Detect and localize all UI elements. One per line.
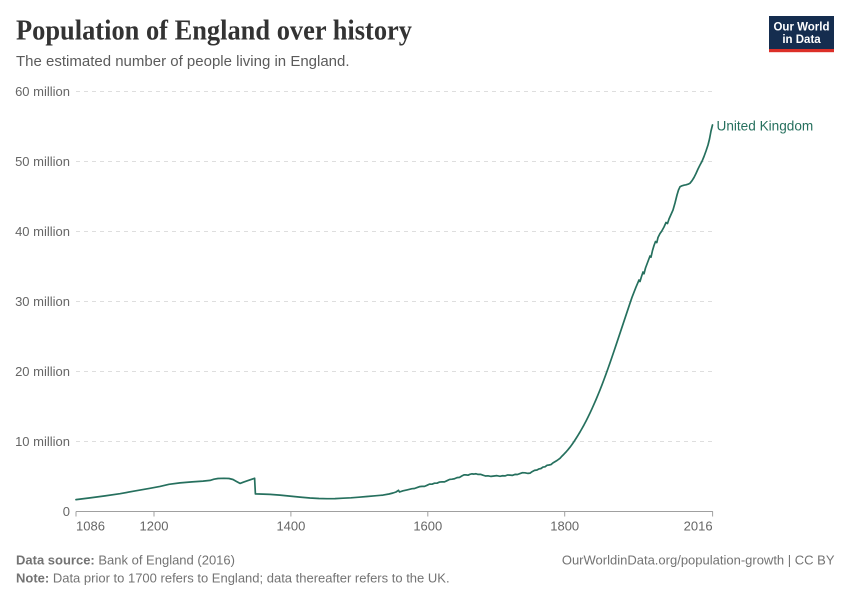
svg-text:20 million: 20 million: [15, 364, 70, 379]
svg-text:in Data: in Data: [782, 34, 821, 46]
svg-text:0: 0: [63, 504, 70, 519]
svg-text:1400: 1400: [276, 519, 305, 534]
svg-text:Our World: Our World: [773, 22, 829, 34]
svg-text:1800: 1800: [550, 519, 579, 534]
svg-text:30 million: 30 million: [15, 294, 70, 309]
svg-text:40 million: 40 million: [15, 224, 70, 239]
svg-text:OurWorldinData.org/population-: OurWorldinData.org/population-growth | C…: [562, 553, 835, 568]
svg-text:60 million: 60 million: [15, 84, 70, 99]
svg-text:1600: 1600: [413, 519, 442, 534]
svg-text:United Kingdom: United Kingdom: [717, 118, 814, 133]
svg-text:10 million: 10 million: [15, 434, 70, 449]
svg-text:The estimated number of people: The estimated number of people living in…: [16, 53, 350, 70]
svg-text:50 million: 50 million: [15, 154, 70, 169]
svg-text:1086: 1086: [76, 519, 105, 534]
svg-text:Note: Data prior to 1700 refer: Note: Data prior to 1700 refers to Engla…: [16, 571, 450, 586]
svg-text:Data source: Bank of England (: Data source: Bank of England (2016): [16, 553, 235, 568]
svg-text:Population of England over his: Population of England over history: [16, 16, 412, 47]
svg-text:2016: 2016: [684, 519, 713, 534]
svg-text:1200: 1200: [140, 519, 169, 534]
